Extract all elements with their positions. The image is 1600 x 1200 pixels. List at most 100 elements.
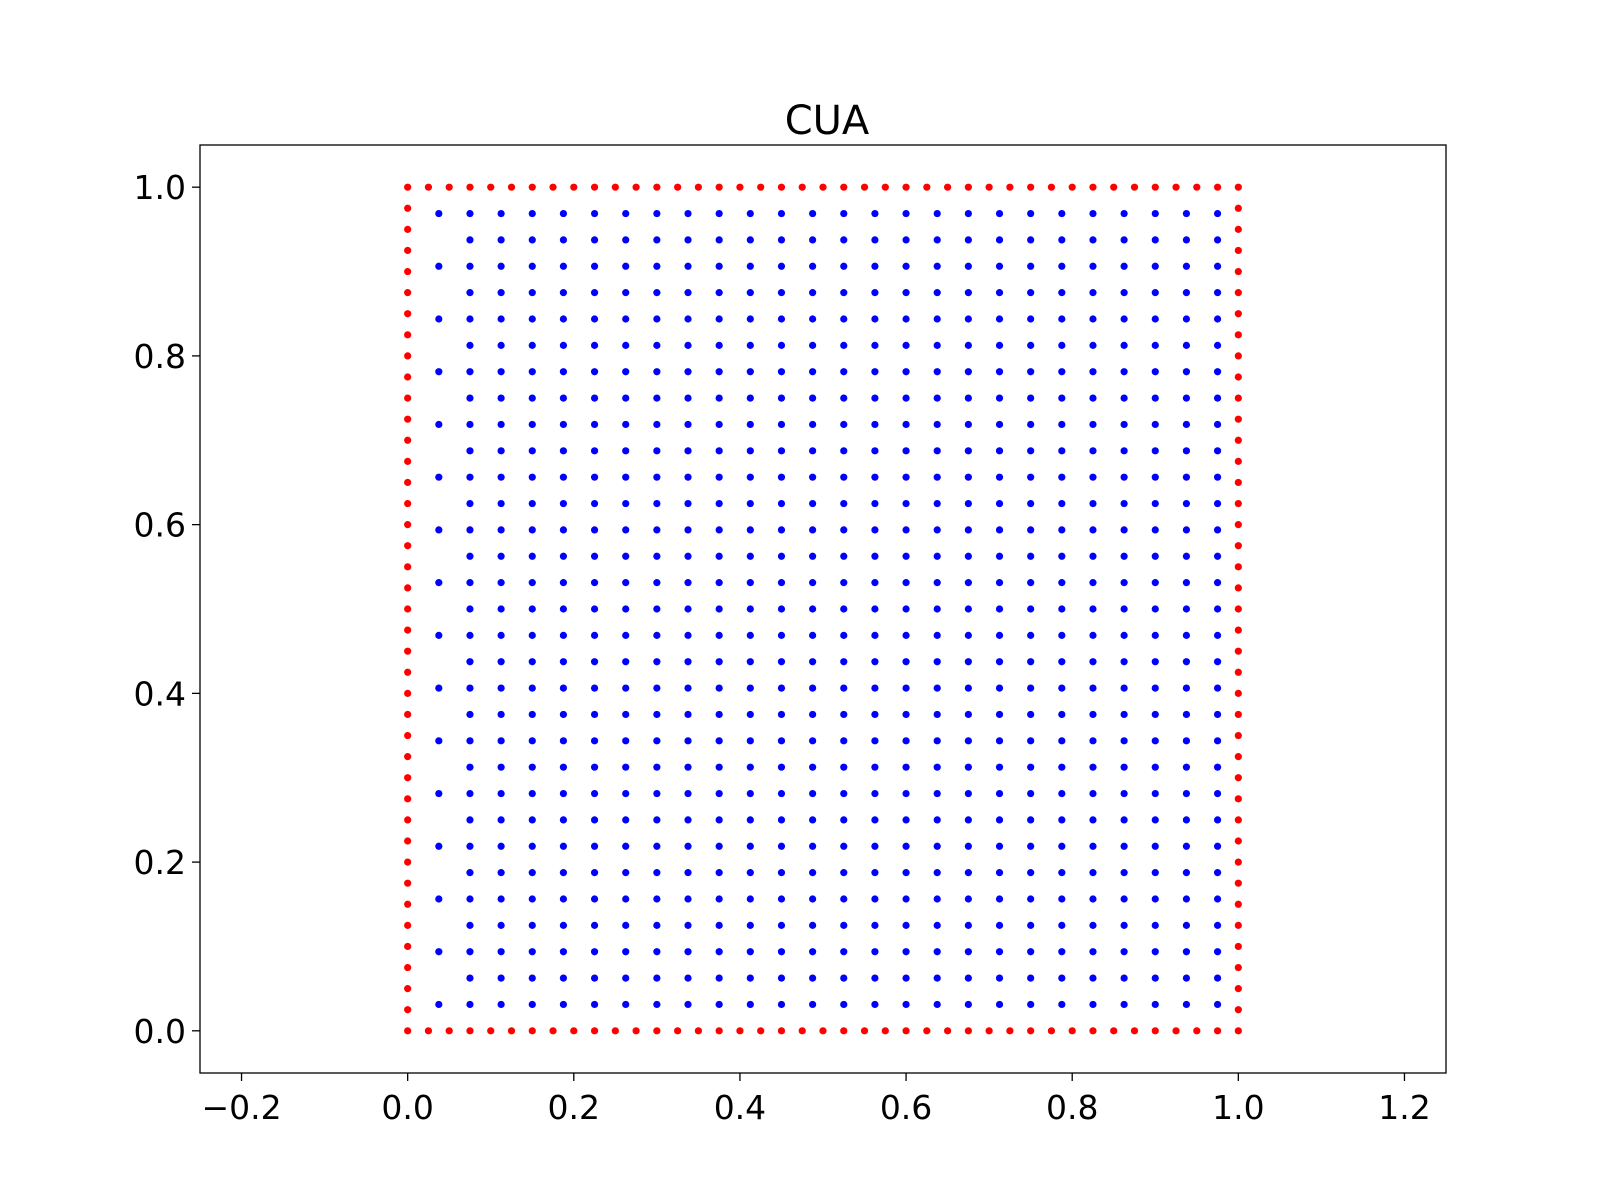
interior-point <box>995 315 1004 323</box>
interior-point <box>528 526 536 534</box>
interior-point <box>1058 710 1066 719</box>
boundary-point <box>1089 183 1097 191</box>
boundary-point <box>445 1027 453 1035</box>
interior-point <box>777 236 786 244</box>
interior-point <box>684 631 692 639</box>
boundary-point <box>424 183 433 191</box>
interior-point <box>528 921 536 929</box>
interior-point <box>933 368 941 376</box>
boundary-point <box>944 183 952 191</box>
interior-point <box>466 447 474 455</box>
y-tick-label: 0.8 <box>134 337 186 376</box>
boundary-point <box>549 183 557 191</box>
interior-point <box>528 658 536 666</box>
boundary-point <box>1234 183 1242 191</box>
boundary-point <box>1234 1027 1242 1035</box>
interior-point <box>653 289 661 297</box>
interior-point <box>933 1000 941 1009</box>
interior-point <box>559 420 568 429</box>
interior-point <box>622 499 630 508</box>
interior-point <box>590 262 599 270</box>
interior-point <box>933 658 941 666</box>
interior-point <box>497 209 505 218</box>
interior-point <box>933 473 941 481</box>
boundary-point <box>404 753 412 761</box>
interior-point <box>1213 710 1222 719</box>
interior-point <box>871 737 879 745</box>
plot-frame <box>199 144 1447 1074</box>
interior-point <box>871 842 879 850</box>
boundary-point <box>549 1027 557 1035</box>
interior-point <box>466 236 474 244</box>
interior-point <box>1089 658 1097 666</box>
interior-point <box>497 605 505 613</box>
interior-point <box>466 394 474 402</box>
interior-point <box>1027 869 1035 877</box>
interior-point <box>902 579 910 587</box>
interior-point <box>1027 1000 1035 1009</box>
interior-point <box>559 262 568 270</box>
interior-point <box>809 974 817 982</box>
interior-point <box>1120 921 1128 929</box>
interior-point <box>902 499 910 508</box>
interior-point <box>1182 341 1191 349</box>
boundary-point <box>1234 963 1242 972</box>
interior-point <box>1213 789 1222 798</box>
interior-point <box>1151 579 1159 587</box>
interior-point <box>559 869 568 877</box>
interior-point <box>1120 262 1128 270</box>
interior-point <box>933 236 941 244</box>
boundary-point <box>404 900 412 908</box>
interior-point <box>653 526 661 534</box>
interior-point <box>809 605 817 613</box>
interior-point <box>840 315 848 323</box>
interior-point <box>933 631 941 639</box>
interior-point <box>964 684 972 692</box>
interior-point <box>1058 921 1066 929</box>
interior-point <box>995 816 1004 824</box>
interior-point <box>653 631 661 639</box>
interior-point <box>559 368 568 376</box>
boundary-point <box>715 1027 723 1035</box>
interior-point <box>1058 658 1066 666</box>
interior-point <box>964 763 972 771</box>
interior-point <box>777 262 786 270</box>
interior-point <box>466 869 474 877</box>
interior-point <box>1058 368 1066 376</box>
interior-point <box>528 684 536 692</box>
interior-point <box>622 209 630 218</box>
interior-point <box>497 447 505 455</box>
interior-point <box>1120 974 1128 982</box>
interior-point <box>684 974 692 982</box>
interior-point <box>684 763 692 771</box>
interior-point <box>1058 737 1066 745</box>
interior-point <box>684 394 692 402</box>
interior-point <box>1213 526 1222 534</box>
interior-point <box>622 473 630 481</box>
interior-point <box>1213 394 1222 402</box>
interior-point <box>809 658 817 666</box>
interior-point <box>1027 948 1035 956</box>
interior-point <box>466 631 474 639</box>
interior-point <box>653 473 661 481</box>
interior-point <box>995 473 1004 481</box>
interior-point <box>1027 842 1035 850</box>
interior-point <box>902 842 910 850</box>
interior-point <box>684 420 692 429</box>
interior-point <box>1058 236 1066 244</box>
interior-point <box>840 605 848 613</box>
boundary-point <box>404 352 412 360</box>
y-tick-label: 0.2 <box>134 843 186 882</box>
interior-point <box>1058 842 1066 850</box>
interior-point <box>466 420 474 429</box>
interior-point <box>1182 895 1191 903</box>
interior-point <box>684 341 692 349</box>
interior-point <box>777 499 786 508</box>
interior-point <box>840 289 848 297</box>
interior-point <box>1089 710 1097 719</box>
interior-point <box>684 368 692 376</box>
interior-point <box>1120 684 1128 692</box>
interior-point <box>715 710 723 719</box>
interior-point <box>590 447 599 455</box>
interior-point <box>1089 499 1097 508</box>
